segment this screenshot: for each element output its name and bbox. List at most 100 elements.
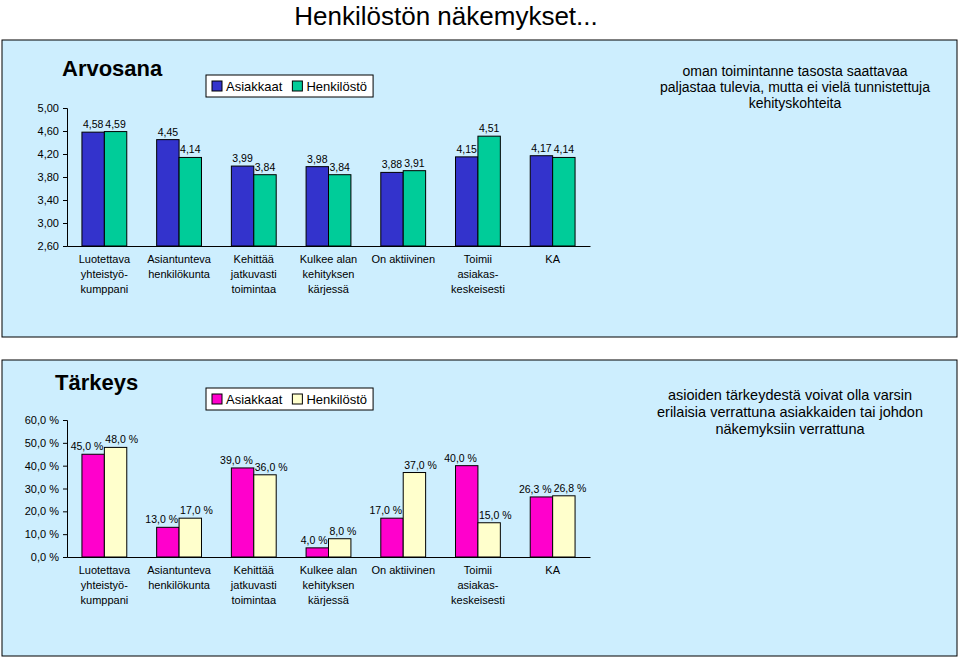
y-tick: 5,00 xyxy=(38,102,67,114)
x-axis-line xyxy=(68,246,591,247)
chart-title: Tärkeys xyxy=(55,370,138,395)
bar xyxy=(82,454,104,557)
x-tick: Asiantuntevahenkilökunta xyxy=(147,253,211,280)
bar xyxy=(381,518,403,557)
bar xyxy=(157,140,179,246)
y-tick-mark xyxy=(63,108,67,109)
x-tick: Toimiiasiakas-keskeisesti xyxy=(451,564,505,606)
legend-label: Asiakkaat xyxy=(226,392,283,407)
bar xyxy=(456,157,478,246)
x-tick: Toimiiasiakas-keskeisesti xyxy=(451,253,505,295)
y-tick-label: 4,20 xyxy=(38,148,59,160)
x-tick-label: Kehittääjatkuvastitoimintaa xyxy=(230,253,277,295)
bar xyxy=(179,157,201,246)
data-label: 3,98 xyxy=(307,153,328,165)
y-tick-mark xyxy=(63,246,67,247)
bar xyxy=(456,466,478,557)
legend-swatch xyxy=(292,394,302,404)
x-tick: On aktiivinen xyxy=(371,564,435,576)
data-label: 3,91 xyxy=(404,157,425,169)
bar xyxy=(104,447,126,557)
legend-swatch xyxy=(292,81,302,91)
legend-swatch xyxy=(212,394,222,404)
legend-swatch xyxy=(212,81,222,91)
x-tick: Kulkee alankehityksenkärjessä xyxy=(300,253,358,295)
data-label: 13,0 % xyxy=(145,513,178,525)
y-tick-mark xyxy=(63,420,67,421)
bar xyxy=(104,132,126,246)
data-label: 8,0 % xyxy=(330,525,357,537)
x-tick-label: Toimiiasiakas-keskeisesti xyxy=(451,253,505,295)
data-label: 15,0 % xyxy=(479,509,512,521)
data-label: 3,88 xyxy=(382,158,403,170)
data-label: 4,14 xyxy=(554,143,575,155)
y-tick: 4,20 xyxy=(38,148,67,160)
data-label: 17,0 % xyxy=(370,504,403,516)
data-labels: 4,584,453,993,983,884,154,174,594,143,84… xyxy=(83,118,574,173)
bar xyxy=(478,136,500,246)
data-labels: 45,0 %13,0 %39,0 %4,0 %17,0 %40,0 %26,3 … xyxy=(71,433,587,545)
data-label: 4,51 xyxy=(479,122,500,134)
y-tick-mark xyxy=(63,557,67,558)
y-tick-mark xyxy=(63,534,67,535)
bar xyxy=(157,527,179,557)
chart: 2,603,003,403,804,204,605,00Luotettavayh… xyxy=(2,40,957,337)
y-tick-label: 30,0 % xyxy=(25,483,59,495)
data-label: 37,0 % xyxy=(404,459,437,471)
x-tick: On aktiivinen xyxy=(371,253,435,265)
x-tick: Luotettavayhteistyö-kumppani xyxy=(79,564,131,606)
y-axis: 0,0 %10,0 %20,0 %30,0 %40,0 %50,0 %60,0 … xyxy=(25,414,68,563)
data-label: 4,45 xyxy=(158,126,179,138)
bar xyxy=(231,468,253,557)
bar xyxy=(478,523,500,557)
y-tick-label: 3,40 xyxy=(38,194,59,206)
x-tick-label: Toimiiasiakas-keskeisesti xyxy=(451,564,505,606)
x-tick-label: On aktiivinen xyxy=(371,564,435,576)
data-label: 4,0 % xyxy=(301,534,328,546)
chart: 0,0 %10,0 %20,0 %30,0 %40,0 %50,0 %60,0 … xyxy=(2,360,957,656)
y-tick-label: 2,60 xyxy=(38,240,59,252)
y-tick: 2,60 xyxy=(38,240,67,252)
y-tick-label: 20,0 % xyxy=(25,505,59,517)
bar xyxy=(179,518,201,557)
legend: Asiakkaat Henkilöstö xyxy=(206,388,373,410)
y-tick: 0,0 % xyxy=(31,551,67,563)
data-label: 26,8 % xyxy=(554,482,587,494)
bar xyxy=(329,175,351,246)
bars xyxy=(82,447,575,557)
data-label: 3,84 xyxy=(255,161,276,173)
x-tick-label: On aktiivinen xyxy=(371,253,435,265)
data-label: 3,84 xyxy=(330,161,351,173)
panel-background xyxy=(2,360,957,656)
bar xyxy=(530,156,552,246)
data-label: 17,0 % xyxy=(180,504,213,516)
x-tick-label: KA xyxy=(545,253,560,265)
x-tick: Kehittääjatkuvastitoimintaa xyxy=(230,253,277,295)
annotation: oman toimintanne tasosta saattavaapaljas… xyxy=(660,63,930,111)
y-tick-mark xyxy=(63,177,67,178)
data-label: 48,0 % xyxy=(105,433,138,445)
y-tick-label: 0,0 % xyxy=(31,551,59,563)
page: Henkilöstön näkemykset...2,603,003,403,8… xyxy=(0,0,960,658)
bar xyxy=(553,496,575,557)
panel-background xyxy=(2,40,957,337)
chart-title: Arvosana xyxy=(62,56,163,81)
x-tick: KA xyxy=(545,253,560,265)
x-tick: Asiantuntevahenkilökunta xyxy=(147,564,211,591)
x-axis: Luotettavayhteistyö-kumppani Asiantunteva… xyxy=(68,558,591,607)
data-label: 4,14 xyxy=(180,143,201,155)
x-tick-label: Asiantuntevahenkilökunta xyxy=(147,253,211,280)
legend-label: Asiakkaat xyxy=(226,79,283,94)
y-tick-mark xyxy=(63,200,67,201)
x-tick: Luotettavayhteistyö-kumppani xyxy=(79,253,131,295)
bar xyxy=(381,172,403,246)
legend: AsiakkaatHenkilöstö xyxy=(206,75,373,97)
bar xyxy=(403,171,425,246)
y-tick-label: 40,0 % xyxy=(25,460,59,472)
data-label: 45,0 % xyxy=(71,440,104,452)
legend-label: Henkilöstö xyxy=(306,392,367,407)
bar xyxy=(530,497,552,557)
y-tick-mark xyxy=(63,489,67,490)
bar xyxy=(306,548,328,557)
legend-box xyxy=(206,75,373,97)
